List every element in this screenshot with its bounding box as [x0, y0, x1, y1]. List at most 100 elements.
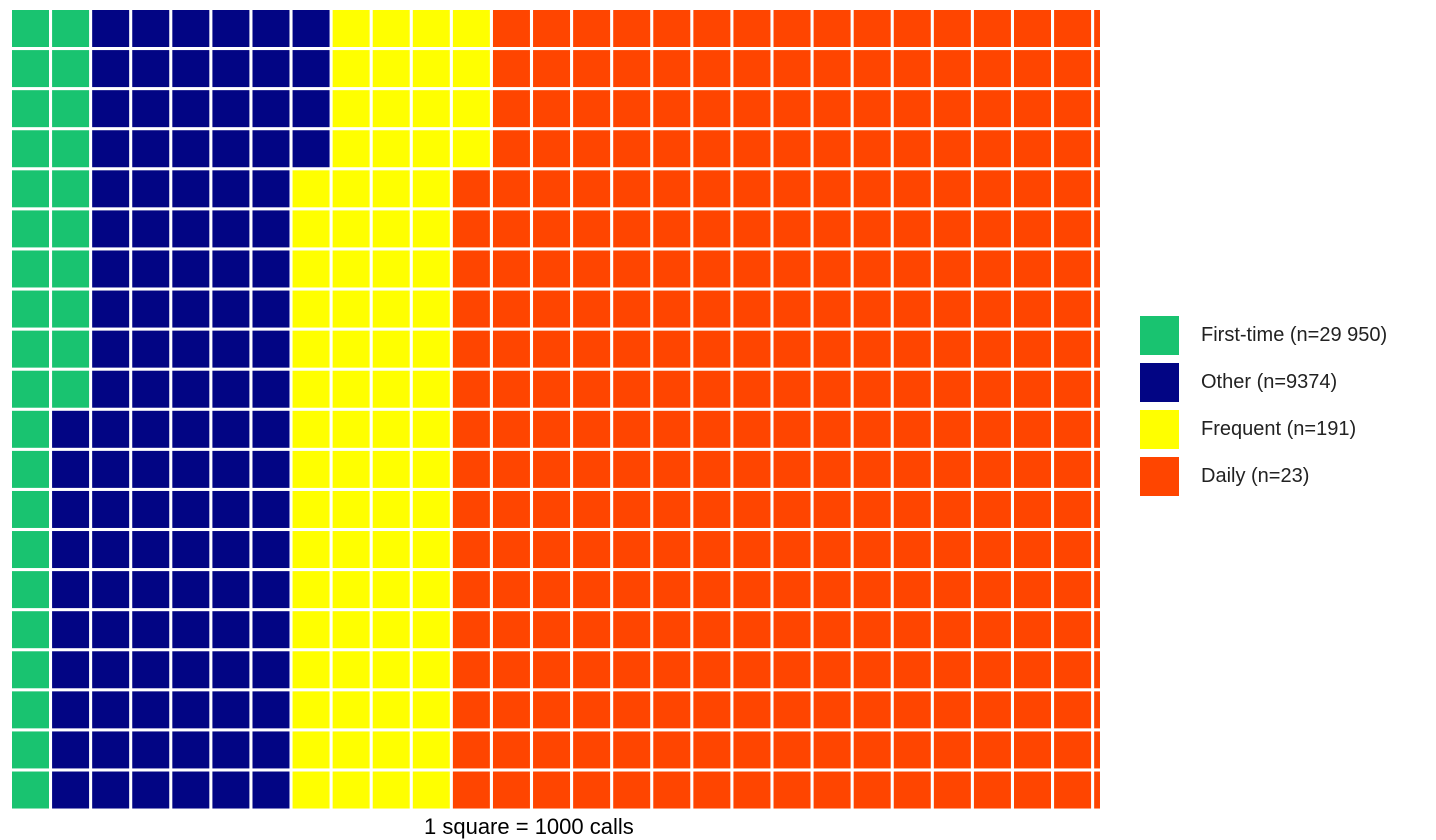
- waffle-square-daily: [1094, 771, 1100, 809]
- waffle-square-daily: [1014, 90, 1051, 128]
- waffle-square-frequent: [332, 691, 370, 729]
- waffle-square-other: [252, 531, 290, 569]
- waffle-square-daily: [573, 531, 611, 569]
- waffle-square-daily: [533, 490, 571, 528]
- waffle-square-other: [92, 531, 130, 569]
- waffle-square-frequent: [372, 611, 410, 649]
- waffle-square-other: [252, 490, 290, 528]
- waffle-square-daily: [933, 410, 971, 448]
- waffle-square-daily: [653, 10, 691, 47]
- waffle-square-daily: [653, 450, 691, 488]
- waffle-square-daily: [573, 170, 611, 208]
- waffle-square-other: [252, 210, 290, 248]
- waffle-square-other: [92, 450, 130, 488]
- waffle-square-daily: [893, 571, 931, 609]
- waffle-square-other: [52, 651, 90, 689]
- waffle-square-other: [52, 771, 90, 809]
- waffle-square-daily: [893, 90, 931, 128]
- waffle-square-daily: [1094, 410, 1100, 448]
- waffle-square-other: [252, 771, 290, 809]
- waffle-square-other: [252, 410, 290, 448]
- waffle-square-daily: [1094, 691, 1100, 729]
- waffle-square-daily: [773, 170, 811, 208]
- waffle-square-daily: [452, 410, 490, 448]
- waffle-square-daily: [693, 210, 731, 248]
- waffle-square-daily: [452, 330, 490, 368]
- waffle-square-daily: [813, 731, 851, 769]
- waffle-square-daily: [492, 370, 530, 408]
- waffle-square-daily: [853, 450, 891, 488]
- waffle-square-daily: [1054, 330, 1092, 368]
- waffle-square-daily: [773, 571, 811, 609]
- waffle-square-other: [52, 571, 90, 609]
- waffle-square-other: [292, 10, 330, 47]
- waffle-square-other: [52, 450, 90, 488]
- waffle-square-other: [252, 450, 290, 488]
- waffle-square-other: [132, 771, 170, 809]
- waffle-square-daily: [533, 330, 571, 368]
- waffle-square-other: [252, 731, 290, 769]
- waffle-square-daily: [653, 651, 691, 689]
- waffle-square-daily: [573, 410, 611, 448]
- waffle-square-daily: [1094, 571, 1100, 609]
- waffle-square-frequent: [292, 450, 330, 488]
- waffle-square-daily: [1094, 10, 1100, 47]
- waffle-square-other: [132, 330, 170, 368]
- waffle-square-daily: [533, 450, 571, 488]
- waffle-square-daily: [893, 651, 931, 689]
- waffle-square-daily: [693, 10, 731, 47]
- waffle-square-daily: [492, 210, 530, 248]
- waffle-square-daily: [693, 531, 731, 569]
- waffle-square-daily: [533, 250, 571, 288]
- waffle-square-daily: [693, 571, 731, 609]
- waffle-square-other: [252, 611, 290, 649]
- waffle-square-daily: [653, 330, 691, 368]
- waffle-square-other: [92, 10, 130, 47]
- waffle-square-daily: [492, 771, 530, 809]
- waffle-square-daily: [933, 691, 971, 729]
- waffle-square-daily: [613, 290, 651, 328]
- waffle-square-daily: [1054, 691, 1092, 729]
- waffle-square-other: [172, 370, 210, 408]
- waffle-square-daily: [973, 651, 1011, 689]
- waffle-square-daily: [933, 731, 971, 769]
- waffle-square-daily: [613, 410, 651, 448]
- waffle-square-daily: [933, 50, 971, 88]
- waffle-square-daily: [653, 691, 691, 729]
- waffle-square-daily: [573, 611, 611, 649]
- waffle-square-frequent: [372, 731, 410, 769]
- waffle-square-frequent: [372, 330, 410, 368]
- waffle-square-daily: [933, 611, 971, 649]
- waffle-square-daily: [693, 450, 731, 488]
- waffle-square-daily: [893, 210, 931, 248]
- waffle-square-daily: [573, 731, 611, 769]
- waffle-square-daily: [492, 611, 530, 649]
- waffle-square-other: [212, 731, 250, 769]
- waffle-square-frequent: [412, 731, 450, 769]
- waffle-square-daily: [533, 210, 571, 248]
- waffle-square-daily: [693, 170, 731, 208]
- waffle-square-daily: [1094, 290, 1100, 328]
- waffle-square-daily: [733, 611, 771, 649]
- waffle-square-first-time: [12, 210, 49, 248]
- waffle-square-daily: [733, 170, 771, 208]
- waffle-square-daily: [813, 50, 851, 88]
- waffle-square-daily: [653, 571, 691, 609]
- waffle-square-first-time: [52, 330, 90, 368]
- waffle-square-other: [252, 170, 290, 208]
- waffle-square-daily: [853, 370, 891, 408]
- waffle-square-other: [132, 531, 170, 569]
- waffle-square-frequent: [412, 130, 450, 168]
- waffle-square-first-time: [52, 210, 90, 248]
- waffle-square-daily: [613, 651, 651, 689]
- waffle-square-other: [92, 731, 130, 769]
- waffle-square-daily: [1094, 170, 1100, 208]
- waffle-square-frequent: [412, 611, 450, 649]
- waffle-square-daily: [733, 571, 771, 609]
- waffle-square-frequent: [332, 250, 370, 288]
- waffle-square-other: [132, 611, 170, 649]
- waffle-square-daily: [492, 90, 530, 128]
- waffle-square-frequent: [412, 410, 450, 448]
- waffle-square-daily: [813, 771, 851, 809]
- waffle-square-daily: [492, 691, 530, 729]
